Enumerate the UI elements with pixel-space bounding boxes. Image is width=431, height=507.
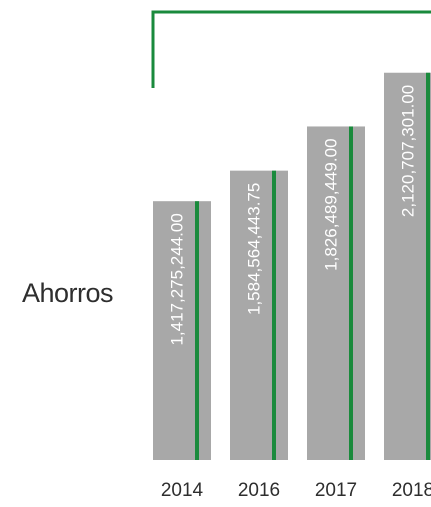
x-tick-label-2016: 2016 <box>238 480 280 501</box>
x-tick-label-2017: 2017 <box>315 480 357 501</box>
bar-2018 <box>384 72 431 460</box>
bar-accent-2016 <box>272 170 276 460</box>
data-label-2017: 1,826,489,449.00 <box>321 138 340 270</box>
bar-accent-2014 <box>195 201 199 460</box>
bar-2017 <box>307 126 365 461</box>
bar-accent-2018 <box>426 72 430 460</box>
data-label-2014: 1,417,275,244.00 <box>167 213 186 345</box>
header-bracket-line <box>151 10 431 88</box>
bar-2016 <box>230 170 288 460</box>
data-label-2016: 1,584,564,443.75 <box>244 183 263 315</box>
y-axis-label: Ahorros <box>22 278 114 308</box>
x-tick-label-2014: 2014 <box>161 480 204 501</box>
x-tick-label-2018: 2018 <box>392 480 431 501</box>
bar-2014 <box>153 201 211 460</box>
data-label-2018: 2,120,707,301.00 <box>398 85 417 217</box>
bar-accent-2017 <box>349 126 353 461</box>
